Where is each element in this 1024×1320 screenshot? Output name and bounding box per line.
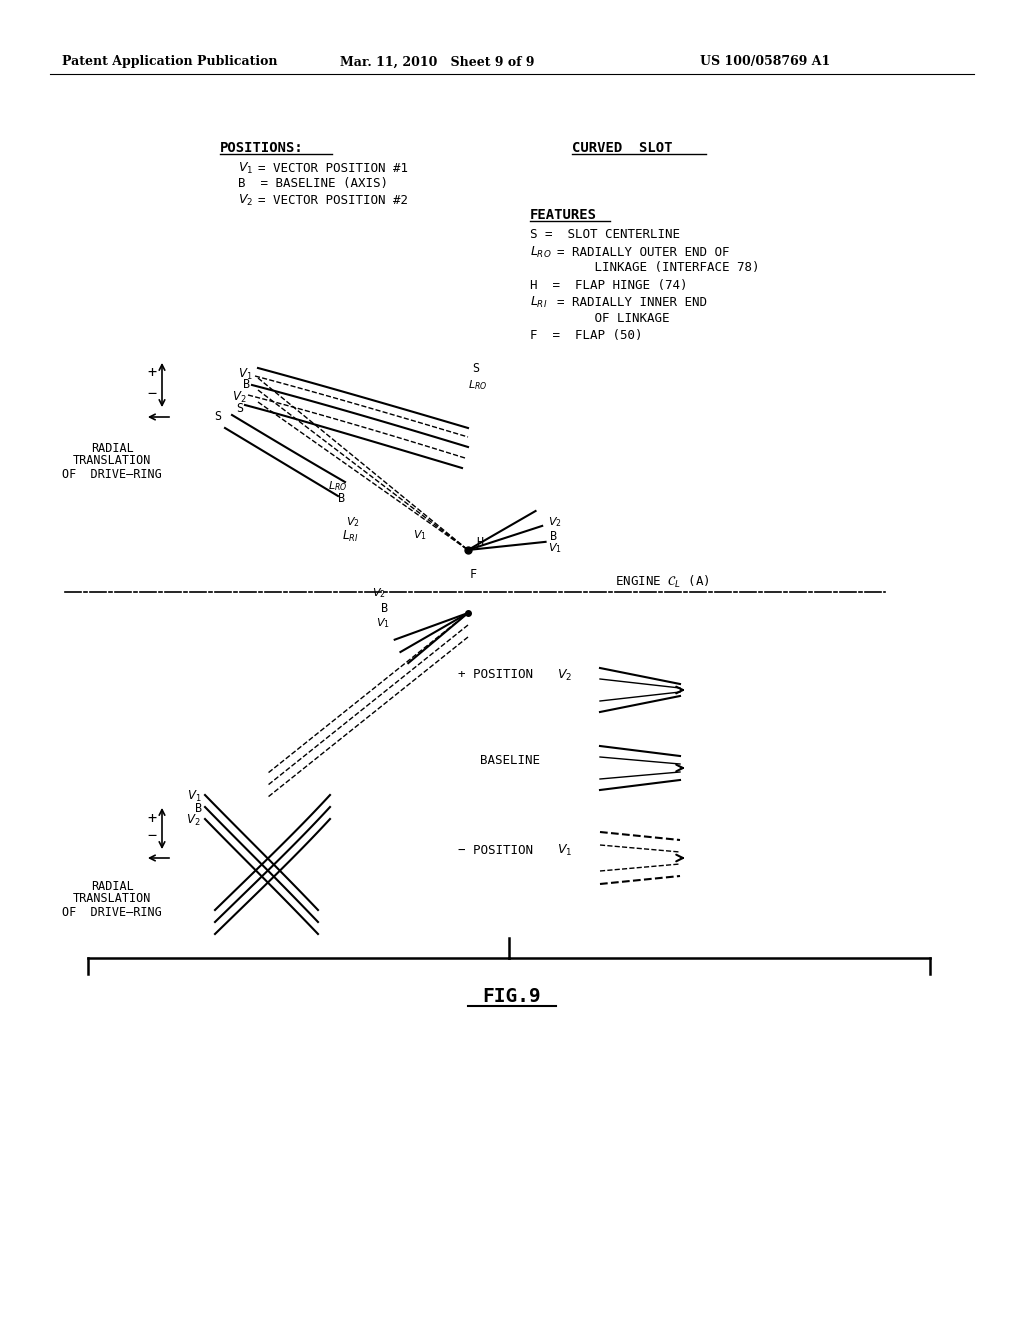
Text: = VECTOR POSITION #1: = VECTOR POSITION #1 <box>258 161 408 174</box>
Text: $V_1$: $V_1$ <box>413 528 427 543</box>
Text: −: − <box>147 385 157 400</box>
Text: FEATURES: FEATURES <box>530 209 597 222</box>
Text: POSITIONS:: POSITIONS: <box>220 141 304 154</box>
Text: +: + <box>147 810 157 825</box>
Text: B: B <box>550 529 557 543</box>
Text: Patent Application Publication: Patent Application Publication <box>62 55 278 69</box>
Text: LINKAGE (INTERFACE 78): LINKAGE (INTERFACE 78) <box>557 261 760 275</box>
Text: $V_2$: $V_2$ <box>557 668 572 682</box>
Text: B: B <box>338 492 345 506</box>
Text: $L_{RI}$: $L_{RI}$ <box>530 294 548 310</box>
Text: TRANSLATION: TRANSLATION <box>73 892 152 906</box>
Text: S =  SLOT CENTERLINE: S = SLOT CENTERLINE <box>530 228 680 242</box>
Text: B: B <box>195 801 202 814</box>
Text: F  =  FLAP (50): F = FLAP (50) <box>530 329 642 342</box>
Text: $L_{RI}$: $L_{RI}$ <box>342 528 358 544</box>
Text: OF  DRIVE–RING: OF DRIVE–RING <box>62 906 162 919</box>
Text: H  =  FLAP HINGE (74): H = FLAP HINGE (74) <box>530 279 687 292</box>
Text: TRANSLATION: TRANSLATION <box>73 454 152 467</box>
Text: + POSITION: + POSITION <box>458 668 548 681</box>
Text: $V_1$: $V_1$ <box>238 161 253 176</box>
Text: $L_{RO}$: $L_{RO}$ <box>468 378 487 392</box>
Text: OF  DRIVE–RING: OF DRIVE–RING <box>62 467 162 480</box>
Text: S: S <box>214 409 221 422</box>
Text: CURVED  SLOT: CURVED SLOT <box>572 141 673 154</box>
Text: $L_{RO}$: $L_{RO}$ <box>328 479 347 492</box>
Text: B: B <box>381 602 388 615</box>
Text: F: F <box>470 568 477 581</box>
Text: Mar. 11, 2010   Sheet 9 of 9: Mar. 11, 2010 Sheet 9 of 9 <box>340 55 535 69</box>
Text: −: − <box>147 829 157 843</box>
Text: = VECTOR POSITION #2: = VECTOR POSITION #2 <box>258 194 408 206</box>
Text: BASELINE: BASELINE <box>480 754 540 767</box>
Text: B: B <box>243 379 250 392</box>
Text: = RADIALLY OUTER END OF: = RADIALLY OUTER END OF <box>557 246 729 259</box>
Text: $L_{RO}$: $L_{RO}$ <box>530 244 552 260</box>
Text: $V_1$: $V_1$ <box>187 788 202 804</box>
Text: − POSITION: − POSITION <box>458 843 548 857</box>
Text: $V_1$: $V_1$ <box>239 367 253 381</box>
Text: = RADIALLY INNER END: = RADIALLY INNER END <box>557 296 707 309</box>
Text: $V_2$: $V_2$ <box>231 389 246 404</box>
Text: $V_1$: $V_1$ <box>376 616 390 630</box>
Text: $V_1$: $V_1$ <box>548 541 562 554</box>
Text: RADIAL: RADIAL <box>91 879 133 892</box>
Text: $V_2$: $V_2$ <box>548 515 562 529</box>
Text: +: + <box>147 366 157 380</box>
Text: ENGINE $\mathcal{C}_L$ (A): ENGINE $\mathcal{C}_L$ (A) <box>615 574 710 590</box>
Text: $V_2$: $V_2$ <box>238 193 253 207</box>
Text: OF LINKAGE: OF LINKAGE <box>557 312 670 325</box>
Text: S: S <box>472 362 479 375</box>
Text: RADIAL: RADIAL <box>91 441 133 454</box>
Text: FIG.9: FIG.9 <box>482 987 542 1006</box>
Text: $V_2$: $V_2$ <box>373 586 386 599</box>
Text: H: H <box>476 536 483 549</box>
Text: $V_2$: $V_2$ <box>346 515 360 529</box>
Text: B  = BASELINE (AXIS): B = BASELINE (AXIS) <box>238 177 388 190</box>
Text: US 100/058769 A1: US 100/058769 A1 <box>700 55 830 69</box>
Text: $V_1$: $V_1$ <box>557 842 572 858</box>
Text: $V_2$: $V_2$ <box>185 812 200 828</box>
Text: S: S <box>236 401 243 414</box>
